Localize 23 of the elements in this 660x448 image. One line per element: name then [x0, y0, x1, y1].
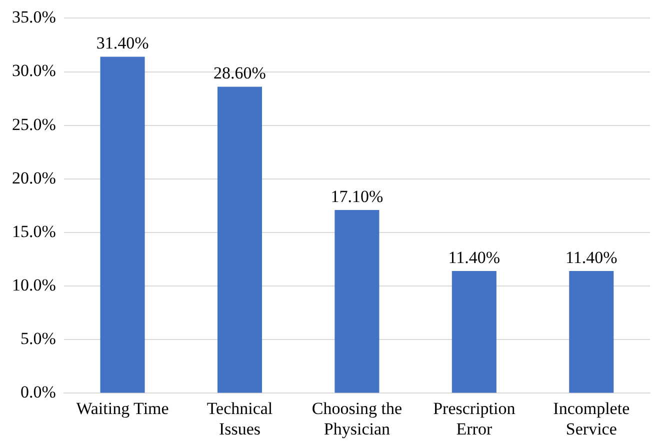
x-tick-label: Choosing the Physician	[312, 398, 402, 438]
bar	[452, 271, 496, 393]
x-tick-label: Prescription Error	[433, 398, 516, 438]
y-tick-label: 35.0%	[12, 8, 56, 27]
data-label: 11.40%	[566, 248, 618, 268]
bar	[569, 271, 614, 393]
data-label: 31.40%	[96, 34, 149, 53]
data-label: 17.10%	[330, 186, 384, 206]
x-tick-label: Technical Issues	[206, 398, 273, 438]
y-tick-label: 25.0%	[12, 114, 56, 134]
y-tick-label: 15.0%	[12, 222, 56, 241]
x-tick-label: Incomplete Service	[553, 398, 630, 438]
bar	[100, 56, 145, 393]
bar	[217, 86, 262, 393]
bar	[334, 210, 380, 393]
y-tick-label: 0.0%	[20, 382, 56, 402]
x-tick-label: Waiting Time	[76, 398, 169, 418]
y-tick-label: 20.0%	[12, 168, 56, 188]
y-tick-label: 10.0%	[12, 276, 56, 295]
data-label: 11.40%	[448, 248, 500, 268]
data-label: 28.60%	[214, 64, 266, 83]
y-tick-label: 5.0%	[20, 329, 56, 348]
y-tick-label: 30.0%	[12, 61, 56, 80]
